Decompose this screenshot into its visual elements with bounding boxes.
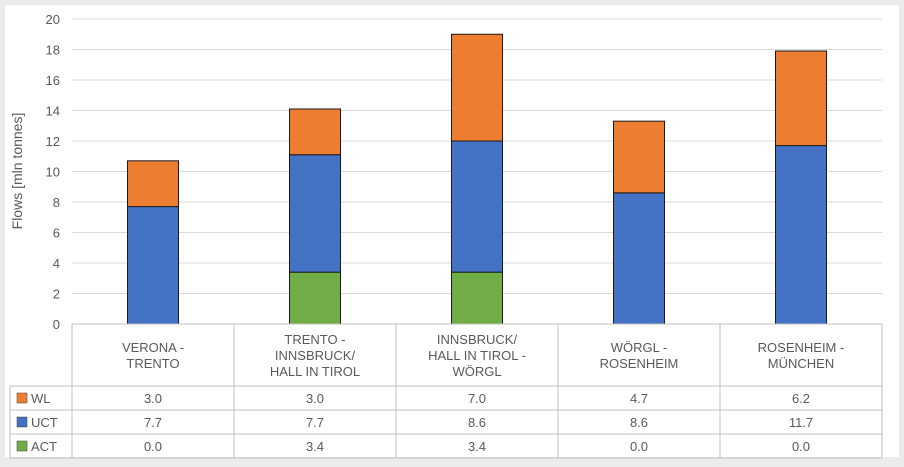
legend-swatch-wl — [16, 392, 28, 404]
y-tick-label: 0 — [53, 317, 60, 332]
table-value-wl: 6.2 — [792, 391, 810, 406]
table-value-act: 0.0 — [630, 439, 648, 454]
legend-swatch-uct — [16, 416, 28, 428]
table-value-wl: 3.0 — [144, 391, 162, 406]
bar-segment-wl — [775, 50, 827, 147]
bar-segment-uct — [775, 145, 827, 325]
category-label: ROSENHEIM -MÜNCHEN — [758, 340, 845, 371]
y-tick-label: 20 — [46, 12, 60, 27]
y-tick-label: 18 — [46, 43, 60, 58]
table-value-uct: 8.6 — [630, 415, 648, 430]
legend-swatch-act — [16, 440, 28, 452]
bar-segment-wl — [613, 120, 665, 194]
table-value-uct: 7.7 — [306, 415, 324, 430]
table-value-act: 0.0 — [144, 439, 162, 454]
category-label: TRENTO -INNSBRUCK/HALL IN TIROL — [270, 332, 360, 379]
category-label: INNSBRUCK/HALL IN TIROL -WÖRGL — [428, 332, 526, 379]
legend-label-act: ACT — [31, 439, 57, 454]
bar-segment-uct — [289, 154, 341, 273]
y-tick-label: 14 — [46, 104, 60, 119]
legend-label-uct: UCT — [31, 415, 58, 430]
bar-segment-uct — [451, 140, 503, 273]
y-tick-label: 16 — [46, 73, 60, 88]
y-tick-label: 10 — [46, 165, 60, 180]
table-value-uct: 8.6 — [468, 415, 486, 430]
y-tick-label: 4 — [53, 256, 60, 271]
table-value-act: 3.4 — [468, 439, 486, 454]
table-value-wl: 3.0 — [306, 391, 324, 406]
category-label: VERONA -TRENTO — [122, 340, 184, 371]
table-value-uct: 11.7 — [789, 415, 813, 430]
y-tick-label: 12 — [46, 134, 60, 149]
bar-segment-wl — [289, 108, 341, 156]
y-tick-label: 2 — [53, 287, 60, 302]
y-tick-label: 6 — [53, 226, 60, 241]
table-value-act: 3.4 — [306, 439, 324, 454]
bar-segment-wl — [127, 160, 179, 208]
bar-segment-act — [451, 271, 503, 325]
bar-segment-act — [289, 271, 341, 325]
table-value-uct: 7.7 — [144, 415, 162, 430]
table-value-act: 0.0 — [792, 439, 810, 454]
category-label: WÖRGL -ROSENHEIM — [600, 340, 679, 371]
bar-segment-wl — [451, 33, 503, 142]
bar-segment-uct — [613, 192, 665, 325]
table-value-wl: 4.7 — [630, 391, 648, 406]
legend-label-wl: WL — [31, 391, 51, 406]
bar-segment-uct — [127, 206, 179, 325]
y-axis-title: Flows [mln tonnes] — [9, 113, 25, 230]
table-value-wl: 7.0 — [468, 391, 486, 406]
y-tick-label: 8 — [53, 195, 60, 210]
